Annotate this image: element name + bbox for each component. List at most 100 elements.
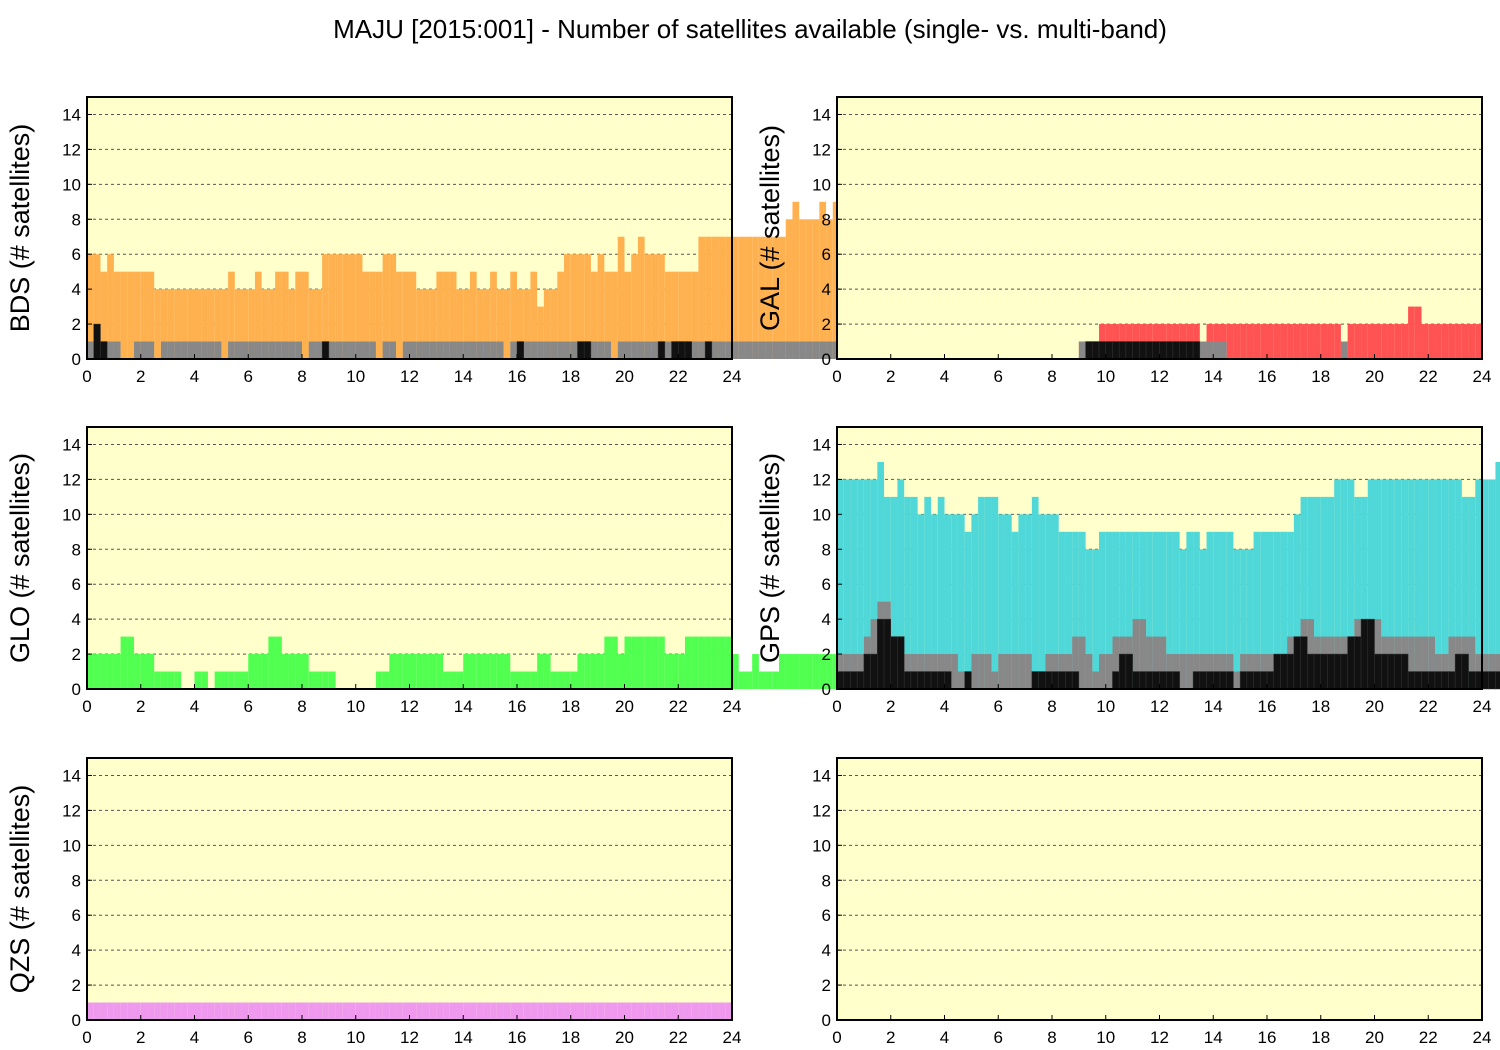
bar-total [154, 671, 161, 689]
bar-total [1058, 531, 1066, 689]
bar-single-band [1072, 636, 1079, 689]
bar-total [167, 671, 175, 689]
bar-total [1307, 496, 1315, 689]
bar-multi-band [1253, 671, 1261, 690]
bar-total [517, 671, 524, 689]
bar-total [530, 671, 538, 689]
bar-total [1320, 496, 1328, 689]
bar-total [1240, 549, 1247, 689]
bar-total [637, 636, 645, 689]
bar-total [248, 654, 255, 689]
y-tick-label: 0 [72, 350, 81, 369]
bar-total [1340, 479, 1348, 689]
bar-single-band [779, 341, 786, 359]
bar-total [570, 671, 578, 689]
bar-multi-band [1448, 671, 1456, 690]
y-tick-label: 12 [62, 470, 81, 489]
bar-total [543, 1002, 551, 1020]
bar-total [924, 496, 932, 689]
bar-total [201, 1002, 208, 1020]
bar-total [1455, 324, 1462, 359]
bar-single-band [469, 341, 477, 359]
bar-total [369, 271, 376, 359]
bar-total [1099, 531, 1106, 689]
bar-total [194, 671, 202, 689]
bar-total [476, 1002, 484, 1020]
bar-total [140, 1002, 148, 1020]
bar-total [181, 289, 188, 359]
y-tick-label: 14 [812, 105, 831, 124]
bar-total [1374, 324, 1382, 359]
bar-single-band [1179, 654, 1187, 689]
bar-total [543, 289, 551, 359]
bar-single-band [254, 341, 262, 359]
bar-total [113, 654, 121, 689]
bar-total [1267, 324, 1274, 359]
bar-single-band [496, 341, 504, 359]
bar-total [476, 289, 484, 359]
bar-total [375, 1002, 383, 1020]
bar-total [738, 236, 746, 359]
x-tick-label: 18 [561, 1028, 580, 1047]
bar-single-band [984, 654, 992, 689]
bar-total [1186, 531, 1194, 689]
x-tick-label: 24 [723, 367, 742, 386]
bar-total [389, 1002, 397, 1020]
x-tick-label: 16 [1258, 1028, 1277, 1047]
bar-total [517, 1002, 524, 1020]
y-tick-label: 14 [812, 435, 831, 454]
bar-single-band [490, 341, 497, 359]
y-tick-label: 6 [72, 245, 81, 264]
bar-total [503, 289, 511, 359]
bar-total [877, 461, 885, 689]
bar-multi-band [1488, 671, 1496, 690]
bar-single-band [785, 341, 793, 359]
x-tick-label: 6 [994, 1028, 1003, 1047]
bar-single-band [167, 341, 175, 359]
bar-total [1401, 479, 1409, 689]
bar-total [295, 271, 302, 359]
bar-total [349, 1002, 356, 1020]
x-tick-label: 6 [994, 697, 1003, 716]
x-tick-label: 24 [1473, 1028, 1492, 1047]
bar-total [1441, 324, 1449, 359]
y-tick-label: 8 [72, 871, 81, 890]
bar-total [1280, 531, 1288, 689]
bar-single-band [557, 341, 565, 359]
bar-total [590, 271, 598, 359]
bar-total [765, 236, 773, 359]
bar-single-band [1152, 636, 1160, 689]
bar-total [1092, 549, 1100, 689]
bar-total [792, 201, 800, 359]
bar-total [1125, 531, 1133, 689]
bar-single-band [107, 341, 114, 359]
bar-total [234, 671, 242, 689]
bar-total [611, 271, 618, 359]
bar-single-band [113, 341, 121, 359]
bar-multi-band [910, 671, 918, 690]
bar-multi-band [1327, 653, 1335, 690]
bar-total [611, 636, 618, 689]
x-tick-label: 18 [1311, 697, 1330, 716]
bar-total [1213, 531, 1220, 689]
bar-total [268, 636, 276, 689]
bar-total [422, 1002, 430, 1020]
bar-total [127, 271, 135, 359]
bar-total [991, 496, 999, 689]
bar-single-band [604, 341, 612, 359]
bar-total [127, 1002, 135, 1020]
x-tick-label: 18 [561, 697, 580, 716]
bar-total [651, 1002, 659, 1020]
bar-multi-band [678, 341, 686, 360]
x-tick-label: 6 [244, 367, 253, 386]
bar-total [725, 1002, 732, 1020]
bar-single-band [194, 341, 202, 359]
bar-single-band [1139, 619, 1147, 689]
bar-total [490, 1002, 497, 1020]
bar-multi-band [1118, 653, 1127, 690]
bar-multi-band [1293, 636, 1301, 690]
bar-total [1334, 479, 1341, 689]
bar-total [1354, 324, 1362, 359]
bar-multi-band [1125, 653, 1133, 690]
x-tick-label: 4 [190, 367, 199, 386]
